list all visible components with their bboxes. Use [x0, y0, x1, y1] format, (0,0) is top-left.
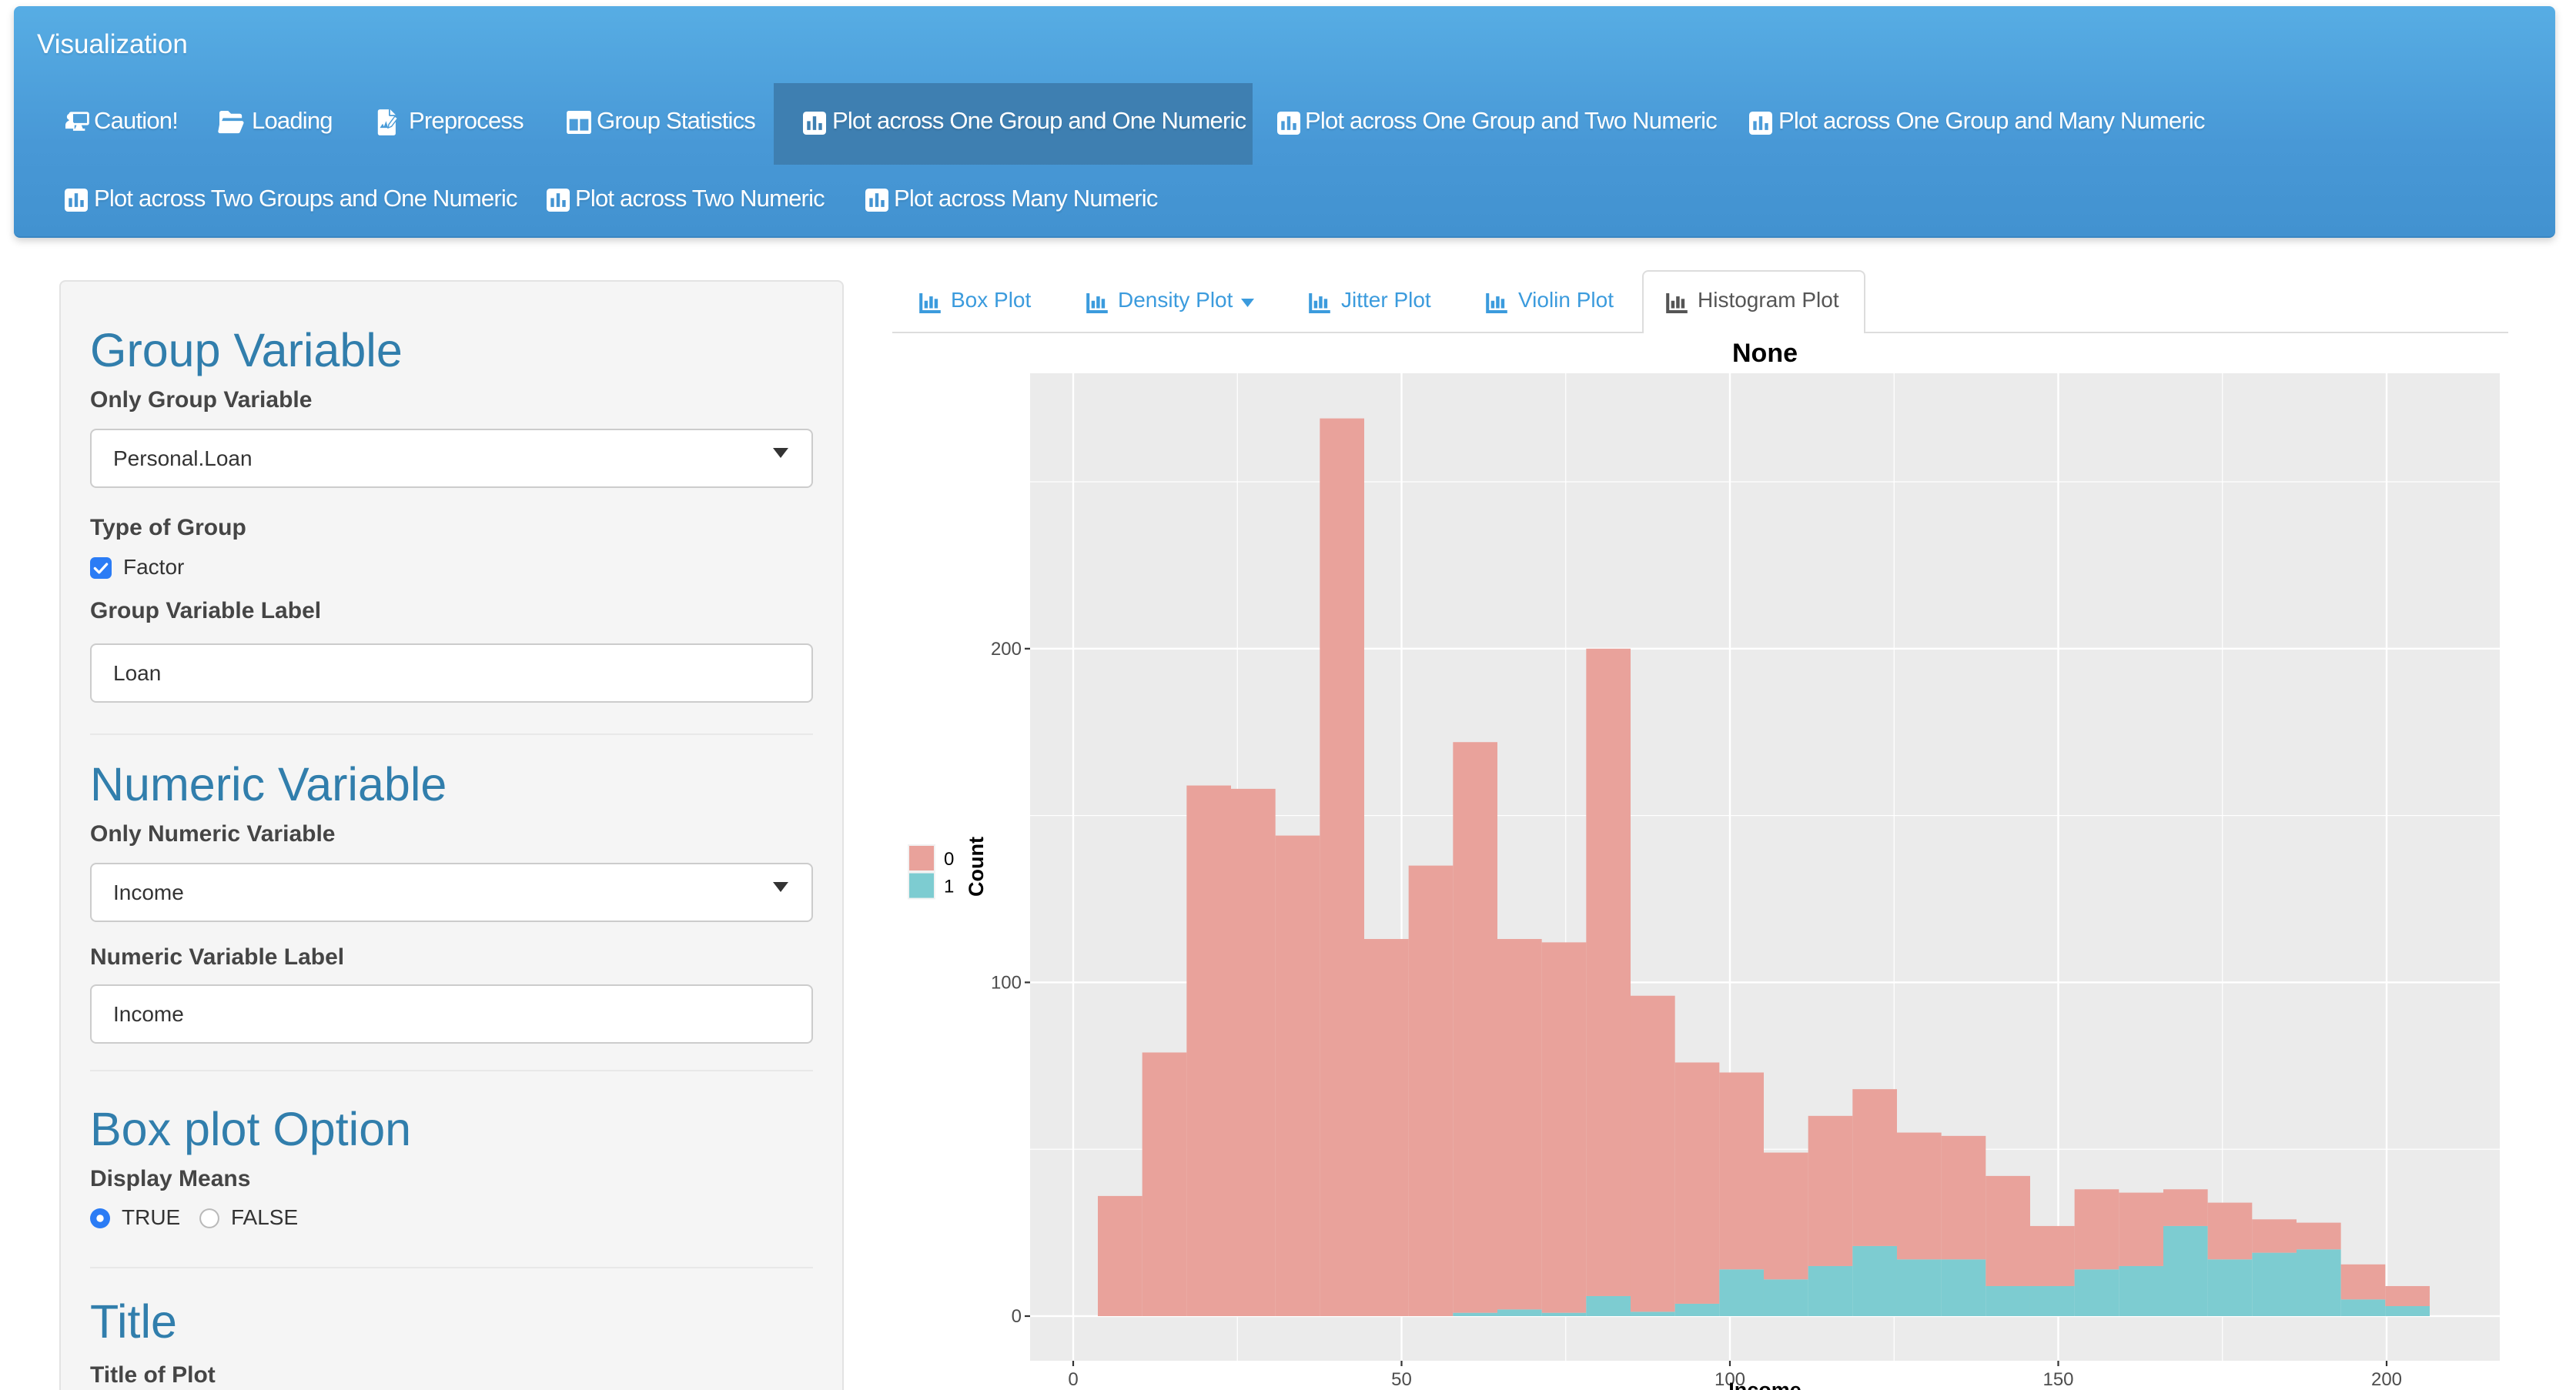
svg-text:200: 200 [2371, 1369, 2402, 1390]
svg-text:None: None [1732, 339, 1798, 368]
svg-text:1: 1 [944, 877, 954, 897]
svg-text:50: 50 [1391, 1369, 1412, 1390]
svg-text:Income: Income [1728, 1378, 1802, 1390]
svg-text:0: 0 [1012, 1306, 1022, 1327]
svg-text:100: 100 [1715, 1369, 1745, 1390]
svg-text:Count: Count [965, 837, 988, 897]
svg-text:150: 150 [2042, 1369, 2073, 1390]
svg-text:0: 0 [944, 849, 954, 870]
svg-text:200: 200 [991, 639, 1022, 660]
svg-text:0: 0 [1068, 1369, 1078, 1390]
svg-text:100: 100 [991, 972, 1022, 993]
